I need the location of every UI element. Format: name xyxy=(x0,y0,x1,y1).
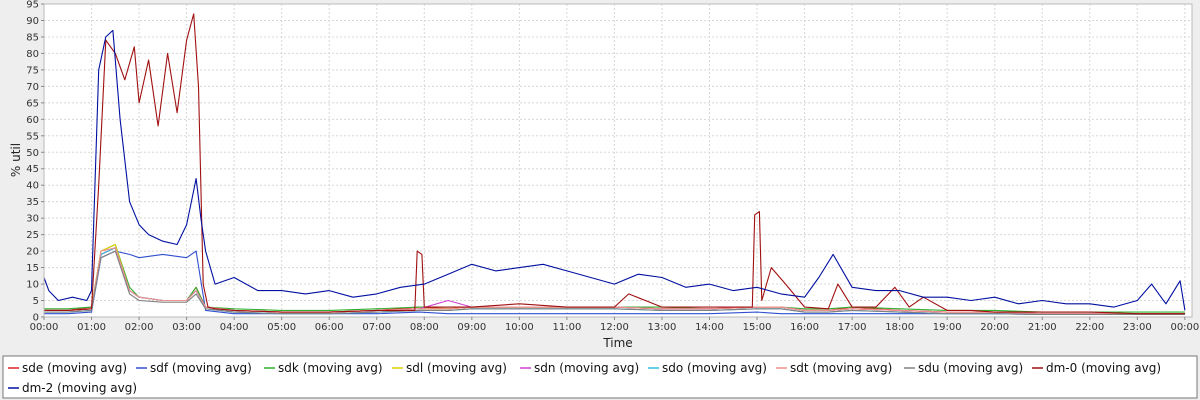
legend-label: sdl (moving avg) xyxy=(406,361,507,375)
y-tick-label: 70 xyxy=(26,82,39,93)
x-tick-label: 11:00 xyxy=(552,322,581,333)
x-tick-label: 03:00 xyxy=(172,322,201,333)
legend-label: sde (moving avg) xyxy=(22,361,127,375)
x-tick-label: 00:00 xyxy=(1170,322,1199,333)
y-tick-label: 5 xyxy=(33,296,39,307)
y-tick-label: 40 xyxy=(26,181,39,192)
y-tick-label: 80 xyxy=(26,49,39,60)
x-tick-label: 09:00 xyxy=(457,322,486,333)
legend-label: sdt (moving avg) xyxy=(790,361,892,375)
x-tick-label: 19:00 xyxy=(933,322,962,333)
series-line-2 xyxy=(44,250,1185,315)
x-tick-label: 06:00 xyxy=(315,322,344,333)
y-tick-label: 90 xyxy=(26,16,39,27)
legend-label: sdo (moving avg) xyxy=(662,361,767,375)
y-tick-label: 45 xyxy=(26,164,39,175)
plot-border xyxy=(43,3,1193,318)
legend: sde (moving avg) sdf (moving avg) sdk (mov… xyxy=(8,361,1161,395)
series-line-8 xyxy=(44,250,1185,315)
y-tick-label: 25 xyxy=(26,230,39,241)
y-tick-label: 55 xyxy=(26,131,39,142)
y-axis-title: % util xyxy=(9,143,23,177)
x-tick-label: 05:00 xyxy=(267,322,296,333)
y-tick-label: 15 xyxy=(26,263,39,274)
x-tick-label: 00:00 xyxy=(30,322,59,333)
y-tick-label: 60 xyxy=(26,115,39,126)
y-tick-label: 65 xyxy=(26,98,39,109)
legend-label: sdn (moving avg) xyxy=(534,361,639,375)
x-tick-label: 17:00 xyxy=(838,322,867,333)
x-tick-label: 20:00 xyxy=(980,322,1009,333)
x-tick-label: 22:00 xyxy=(1075,322,1104,333)
legend-label: dm-0 (moving avg) xyxy=(1046,361,1161,375)
x-tick-label: 21:00 xyxy=(1028,322,1057,333)
legend-label: sdu (moving avg) xyxy=(918,361,1023,375)
x-tick-label: 23:00 xyxy=(1123,322,1152,333)
legend-label: sdf (moving avg) xyxy=(150,361,252,375)
x-tick-label: 12:00 xyxy=(600,322,629,333)
x-tick-label: 15:00 xyxy=(743,322,772,333)
legend-label: sdk (moving avg) xyxy=(278,361,383,375)
series-line-10 xyxy=(43,29,1186,311)
y-tick-label: 10 xyxy=(26,280,39,291)
x-tick-label: 18:00 xyxy=(885,322,914,333)
y-tick-label: 0 xyxy=(33,313,39,324)
series-lines xyxy=(43,13,1186,315)
y-tick-label: 30 xyxy=(26,214,39,225)
y-tick-label: 85 xyxy=(26,32,39,43)
x-tick-label: 01:00 xyxy=(77,322,106,333)
axes: 0 5 10 15 20 25 30 35 40 45 50 55 60 65 70 75 80 85 90 95 00… xyxy=(26,0,1199,333)
plot-area xyxy=(44,4,1192,317)
y-tick-label: 50 xyxy=(26,148,39,159)
y-tick-label: 35 xyxy=(26,197,39,208)
x-tick-label: 10:00 xyxy=(505,322,534,333)
x-tick-label: 16:00 xyxy=(790,322,819,333)
grid-lines xyxy=(43,3,1192,317)
x-tick-label: 13:00 xyxy=(648,322,677,333)
x-tick-label: 08:00 xyxy=(410,322,439,333)
x-axis-title: Time xyxy=(602,336,632,350)
x-tick-label: 04:00 xyxy=(220,322,249,333)
x-tick-label: 14:00 xyxy=(695,322,724,333)
y-tick-label: 95 xyxy=(26,0,39,11)
y-tick-label: 20 xyxy=(26,247,39,258)
legend-box xyxy=(2,355,1198,399)
x-tick-label: 07:00 xyxy=(362,322,391,333)
x-tick-label: 02:00 xyxy=(125,322,154,333)
legend-label: dm-2 (moving avg) xyxy=(22,381,137,395)
y-tick-label: 75 xyxy=(26,65,39,76)
